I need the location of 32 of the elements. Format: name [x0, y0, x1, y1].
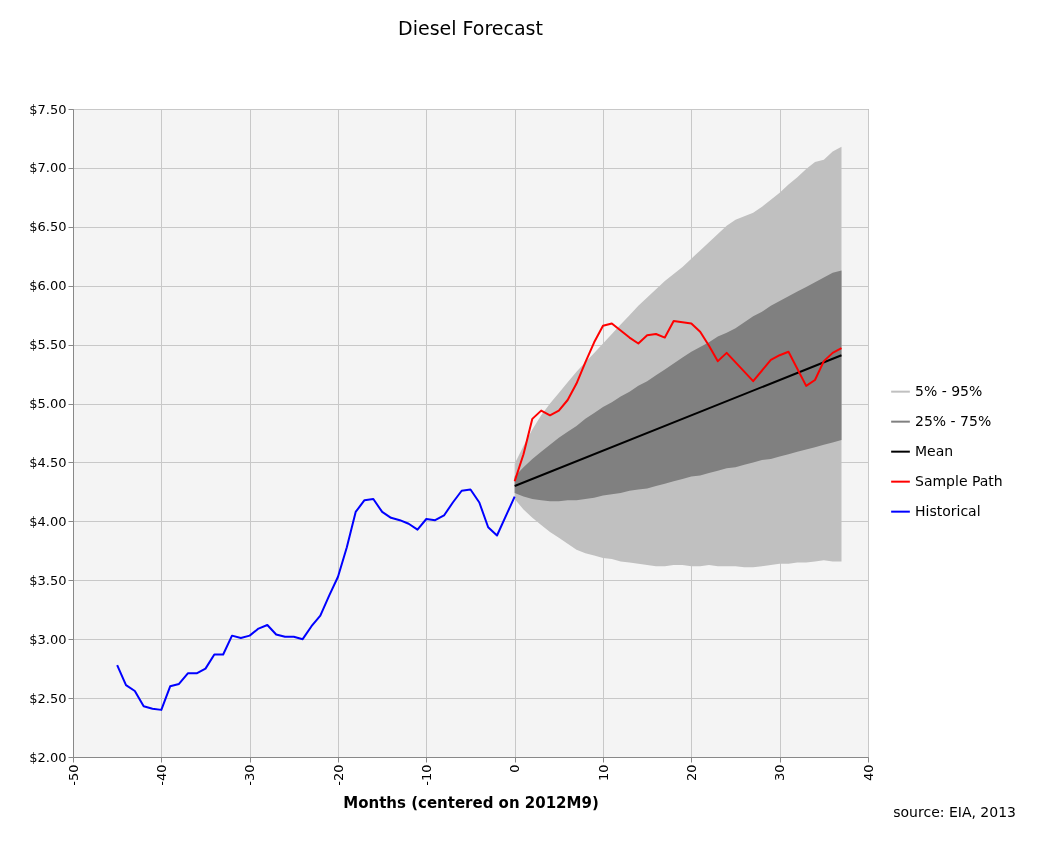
y-tick-label: $6.50	[29, 219, 67, 235]
x-tick-label: 10	[595, 764, 611, 782]
y-tick-label: $7.50	[29, 101, 67, 117]
legend-label: Mean	[915, 442, 954, 459]
x-tick-label: 40	[860, 764, 876, 782]
y-tick-label: $3.50	[29, 572, 67, 588]
chart-title: Diesel Forecast	[398, 17, 543, 39]
y-tick-label: $4.50	[29, 454, 67, 470]
x-tick-label: -10	[418, 764, 434, 786]
y-tick-label: $2.00	[29, 749, 67, 765]
y-tick-label: $5.00	[29, 396, 67, 412]
y-tick-label: $6.00	[29, 278, 67, 294]
legend-label: 25% - 75%	[915, 412, 992, 429]
x-tick-label: -20	[330, 764, 346, 786]
y-tick-label: $7.00	[29, 160, 67, 176]
line-series	[513, 320, 843, 483]
y-tick-label: $5.50	[29, 337, 67, 353]
x-tick-label: 30	[772, 764, 788, 782]
x-tick-label: -30	[242, 764, 258, 786]
x-tick-label: -40	[153, 764, 169, 786]
y-tick-label: $4.00	[29, 513, 67, 529]
source-note: source: EIA, 2013	[893, 804, 1016, 820]
y-tick-label: $3.00	[29, 631, 67, 647]
line-series	[116, 488, 516, 711]
x-axis-title: Months (centered on 2012M9)	[343, 793, 599, 812]
legend-label: 5% - 95%	[915, 382, 983, 399]
legend-label: Sample Path	[915, 472, 1003, 489]
x-tick-label: 0	[507, 764, 523, 773]
x-tick-label: -50	[65, 764, 81, 786]
x-tick-label: 20	[683, 764, 699, 782]
legend-label: Historical	[915, 502, 981, 519]
y-tick-label: $2.50	[29, 690, 67, 706]
